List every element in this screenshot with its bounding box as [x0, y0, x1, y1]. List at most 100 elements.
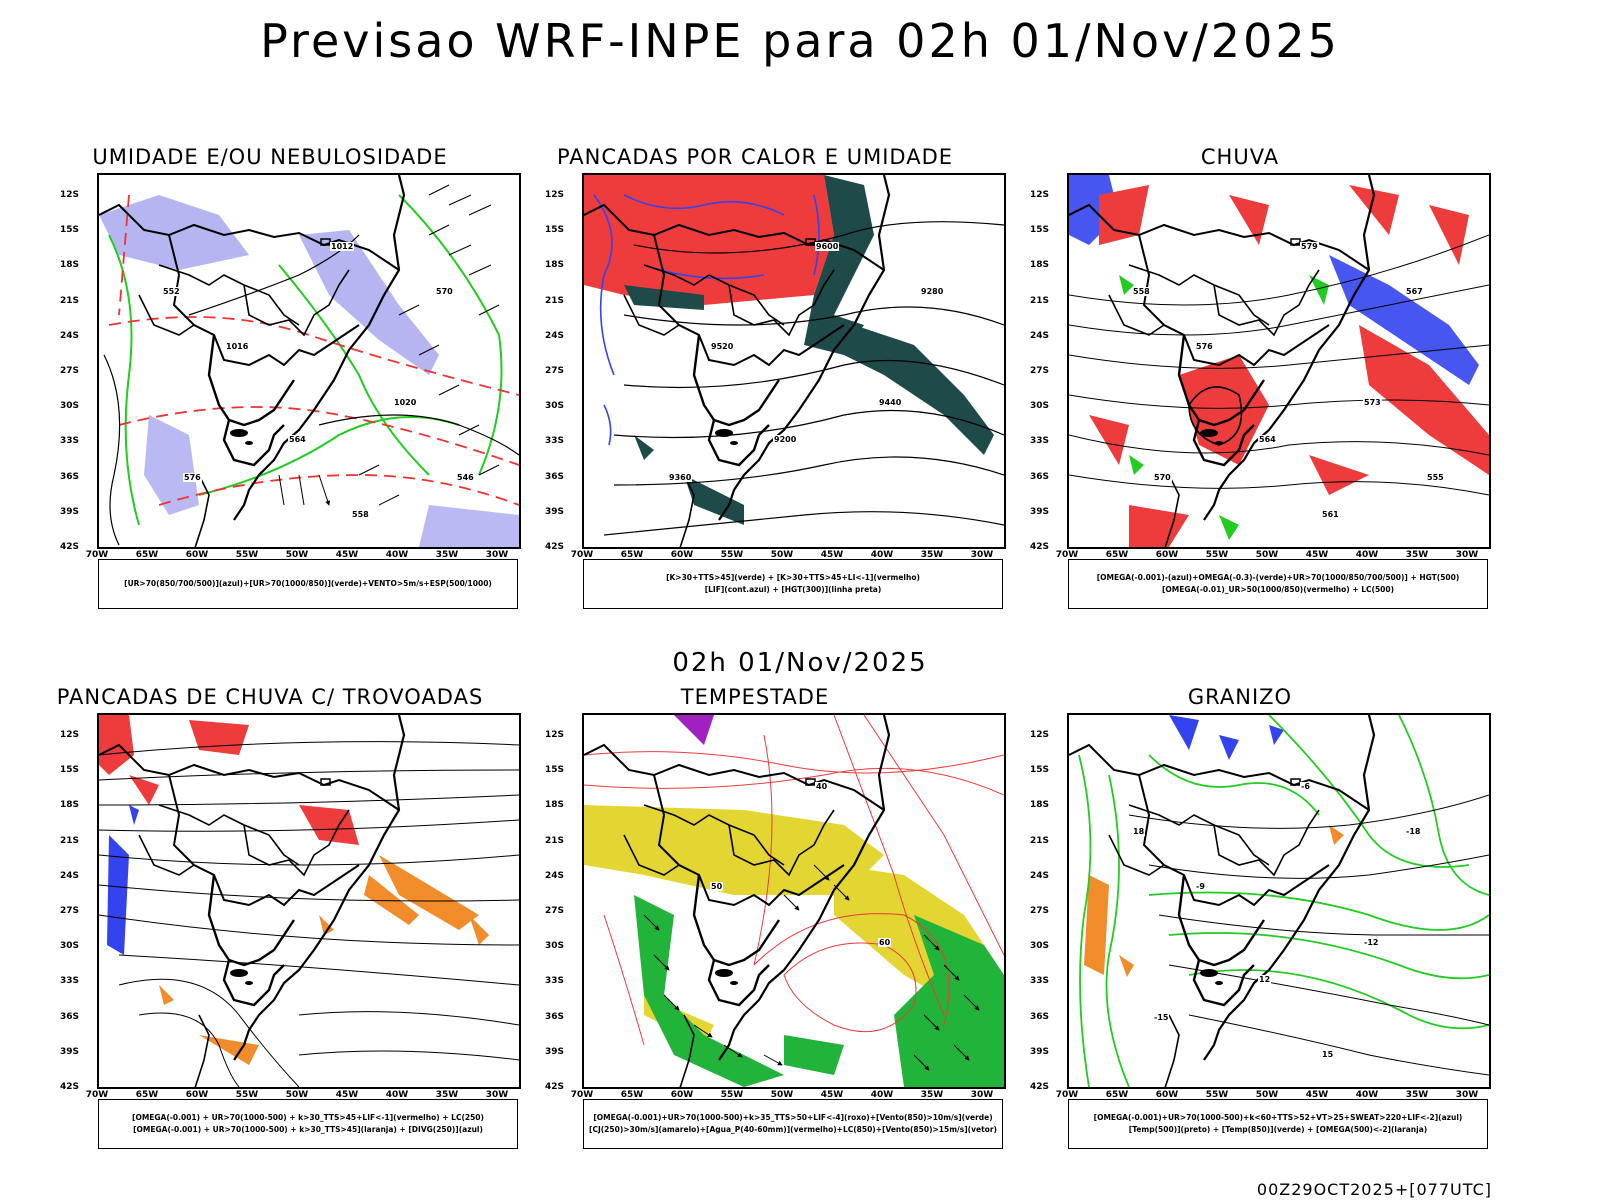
- lon-tick: 35W: [435, 1090, 459, 1100]
- lon-tick: 70W: [1055, 1090, 1079, 1100]
- contour-label: 552: [162, 286, 181, 296]
- lat-tick: 18S: [545, 800, 565, 811]
- legend-pancadas-calor: [K>30+TTS>45](verde) + [K>30+TTS>45+LI<-…: [583, 559, 1003, 609]
- lon-tick: 50W: [770, 1090, 794, 1100]
- lon-tick: 30W: [485, 1090, 509, 1100]
- contour-label: 9520: [710, 342, 735, 352]
- lon-tick: 30W: [1455, 1090, 1479, 1100]
- lon-tick: 40W: [385, 550, 409, 560]
- lat-tick: 39S: [545, 1046, 565, 1057]
- map-pancadas-calor: 9600 9520 9440 9360 9280 9200: [582, 173, 1006, 549]
- lat-tick: 39S: [1030, 506, 1050, 517]
- lat-tick: 27S: [60, 366, 80, 376]
- lat-tick: 15S: [545, 225, 565, 236]
- map-canvas: [99, 715, 519, 1087]
- lat-tick: 21S: [545, 295, 565, 306]
- lat-tick: 27S: [60, 906, 80, 916]
- lat-tick: 27S: [1030, 906, 1050, 916]
- panel-title: TEMPESTADE: [680, 685, 830, 709]
- legend-line: [OMEGA(-0.001)+UR>70(1000-500)+k<60+TTS>…: [1093, 1113, 1463, 1122]
- lon-tick: 65W: [1105, 550, 1129, 560]
- lat-tick: 21S: [60, 295, 80, 306]
- legend-chuva: [OMEGA(-0.001)-(azul)+OMEGA(-0.3)-(verde…: [1068, 559, 1488, 609]
- lon-tick: 65W: [620, 1090, 644, 1100]
- legend-tempestade: [OMEGA(-0.001)+UR>70(1000-500)+k>35_TTS>…: [583, 1099, 1003, 1149]
- panel-trovoadas: PANCADAS DE CHUVA C/ TROVOADAS: [50, 685, 521, 1175]
- lat-tick: 42S: [1030, 542, 1050, 552]
- run-stamp: 00Z29OCT2025+[077UTC]: [1256, 1180, 1492, 1199]
- lat-tick: 24S: [545, 870, 565, 881]
- legend-line: [CJ(250)>30m/s](amarelo)+[Agua_P(40-60mm…: [589, 1125, 997, 1134]
- lat-tick: 15S: [60, 765, 80, 776]
- panel-tempestade: TEMPESTADE: [535, 685, 1006, 1175]
- panel-title: UMIDADE E/OU NEBULOSIDADE: [92, 145, 448, 169]
- contour-label: 1012: [330, 241, 355, 251]
- lon-tick: 45W: [820, 550, 844, 560]
- lon-tick: 60W: [185, 550, 209, 560]
- lon-tick: 70W: [85, 550, 109, 560]
- map-canvas: [1069, 175, 1489, 547]
- lat-tick: 15S: [60, 225, 80, 236]
- contour-label: 564: [288, 435, 307, 445]
- lon-tick: 35W: [1405, 1090, 1429, 1100]
- lon-tick: 30W: [970, 1090, 994, 1100]
- lat-tick: 36S: [60, 1011, 80, 1022]
- lon-tick: 70W: [85, 1090, 109, 1100]
- legend-line: [OMEGA(-0.001)-(azul)+OMEGA(-0.3)-(verde…: [1096, 573, 1460, 582]
- contour-label: 12: [1258, 975, 1272, 985]
- lon-tick: 55W: [235, 550, 259, 560]
- lat-tick: 21S: [60, 835, 80, 846]
- lat-tick: 30S: [545, 941, 565, 952]
- lat-tick: 36S: [1030, 471, 1050, 482]
- lat-tick: 39S: [60, 1046, 80, 1057]
- contour-label: -18: [1405, 826, 1422, 836]
- lat-tick: 12S: [60, 190, 80, 200]
- lat-tick: 30S: [60, 401, 80, 412]
- legend-line: [UR>70(850/700/500)](azul)+[UR>70(1000/8…: [124, 579, 492, 588]
- lon-tick: 50W: [285, 1090, 309, 1100]
- contour-label: 9440: [878, 398, 903, 408]
- panel-chuva: CHUVA: [1020, 145, 1491, 635]
- lat-tick: 42S: [545, 542, 565, 552]
- lon-tick: 30W: [485, 550, 509, 560]
- lon-tick: 30W: [970, 550, 994, 560]
- panel-title: GRANIZO: [1187, 685, 1293, 709]
- lon-tick: 55W: [720, 550, 744, 560]
- legend-line: [Temp(500)](preto) + [Temp(850)](verde) …: [1128, 1125, 1428, 1134]
- lon-tick: 40W: [385, 1090, 409, 1100]
- lat-tick: 39S: [60, 506, 80, 517]
- legend-line: [OMEGA(-0.001) + UR>70(1000-500) + k>30_…: [133, 1125, 483, 1134]
- lat-tick: 36S: [60, 471, 80, 482]
- panel-pancadas-calor: PANCADAS POR CALOR E UMIDADE 9600 9520 944…: [535, 145, 1006, 635]
- contour-label: -12: [1363, 938, 1380, 948]
- lat-tick: 12S: [60, 730, 80, 740]
- contour-label: -15: [1153, 1012, 1170, 1022]
- lat-tick: 18S: [1030, 800, 1050, 811]
- contour-label: -9: [1195, 882, 1206, 892]
- lat-tick: 21S: [545, 835, 565, 846]
- contour-label: 9200: [773, 435, 798, 445]
- lat-tick: 12S: [545, 730, 565, 740]
- lon-tick: 50W: [1255, 1090, 1279, 1100]
- lon-tick: 40W: [870, 1090, 894, 1100]
- lon-tick: 35W: [435, 550, 459, 560]
- lon-tick: 65W: [135, 550, 159, 560]
- panel-title: PANCADAS POR CALOR E UMIDADE: [556, 145, 954, 169]
- lat-tick: 42S: [60, 1082, 80, 1092]
- contour-label: 15: [1321, 1049, 1335, 1059]
- map-canvas: [584, 715, 1004, 1087]
- lon-tick: 45W: [820, 1090, 844, 1100]
- map-canvas: [584, 175, 1004, 547]
- contour-label: 558: [1132, 286, 1151, 296]
- lat-tick: 18S: [60, 800, 80, 811]
- lon-tick: 35W: [920, 1090, 944, 1100]
- lon-tick: 35W: [1405, 550, 1429, 560]
- lat-tick: 15S: [1030, 765, 1050, 776]
- lat-tick: 18S: [545, 260, 565, 271]
- lat-tick: 27S: [545, 366, 565, 376]
- contour-label: 570: [435, 286, 454, 296]
- lat-tick: 12S: [1030, 730, 1050, 740]
- map-trovoadas: [97, 713, 521, 1089]
- legend-granizo: [OMEGA(-0.001)+UR>70(1000-500)+k<60+TTS>…: [1068, 1099, 1488, 1149]
- contour-label: 561: [1321, 509, 1340, 519]
